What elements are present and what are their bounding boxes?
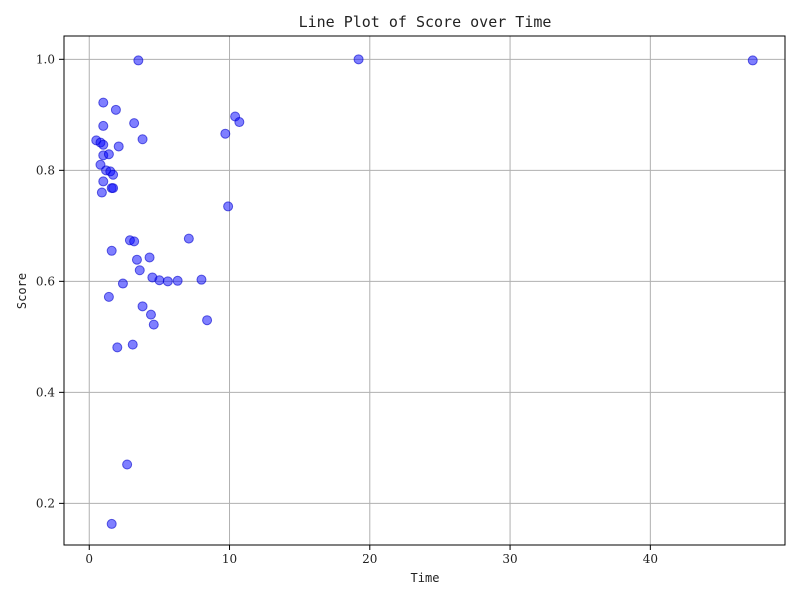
y-tick-label: 0.8 — [36, 163, 55, 177]
x-tick-label: 0 — [85, 552, 93, 566]
data-point — [111, 105, 120, 114]
x-tick-label: 40 — [643, 552, 658, 566]
data-point — [184, 234, 193, 243]
data-point — [173, 276, 182, 285]
data-point — [146, 310, 155, 319]
data-point — [145, 253, 154, 262]
y-tick-label: 0.6 — [36, 274, 55, 288]
data-point — [99, 177, 108, 186]
data-point — [203, 316, 212, 325]
data-point — [118, 279, 127, 288]
data-point — [104, 150, 113, 159]
y-axis-ticks: 0.2 0.4 0.6 0.8 1.0 — [36, 52, 64, 510]
grid — [64, 36, 785, 545]
data-point — [99, 121, 108, 130]
data-point — [155, 276, 164, 285]
data-point — [354, 55, 363, 64]
data-points — [92, 55, 757, 529]
data-point — [99, 98, 108, 107]
data-point — [97, 188, 106, 197]
y-tick-label: 0.2 — [36, 496, 55, 510]
x-tick-label: 10 — [222, 552, 237, 566]
x-axis-ticks: 0 10 20 30 40 — [85, 545, 658, 566]
data-point — [135, 266, 144, 275]
data-point — [132, 255, 141, 264]
data-point — [107, 519, 116, 528]
x-tick-label: 30 — [502, 552, 517, 566]
data-point — [197, 275, 206, 284]
data-point — [107, 246, 116, 255]
data-point — [149, 320, 158, 329]
data-point — [123, 460, 132, 469]
data-point — [224, 202, 233, 211]
data-point — [138, 135, 147, 144]
data-point — [109, 184, 118, 193]
y-tick-label: 1.0 — [36, 52, 55, 66]
data-point — [163, 277, 172, 286]
data-point — [128, 340, 137, 349]
data-point — [134, 56, 143, 65]
data-point — [99, 140, 108, 149]
chart-title: Line Plot of Score over Time — [299, 13, 552, 31]
data-point — [104, 292, 113, 301]
data-point — [221, 129, 230, 138]
data-point — [235, 118, 244, 127]
data-point — [130, 119, 139, 128]
data-point — [109, 170, 118, 179]
data-point — [130, 237, 139, 246]
data-point — [113, 343, 122, 352]
data-point — [748, 56, 757, 65]
data-point — [114, 142, 123, 151]
y-axis-label: Score — [15, 273, 29, 309]
plot-frame — [64, 36, 785, 545]
data-point — [138, 302, 147, 311]
x-axis-label: Time — [411, 571, 440, 585]
x-tick-label: 20 — [362, 552, 377, 566]
y-tick-label: 0.4 — [36, 385, 55, 399]
